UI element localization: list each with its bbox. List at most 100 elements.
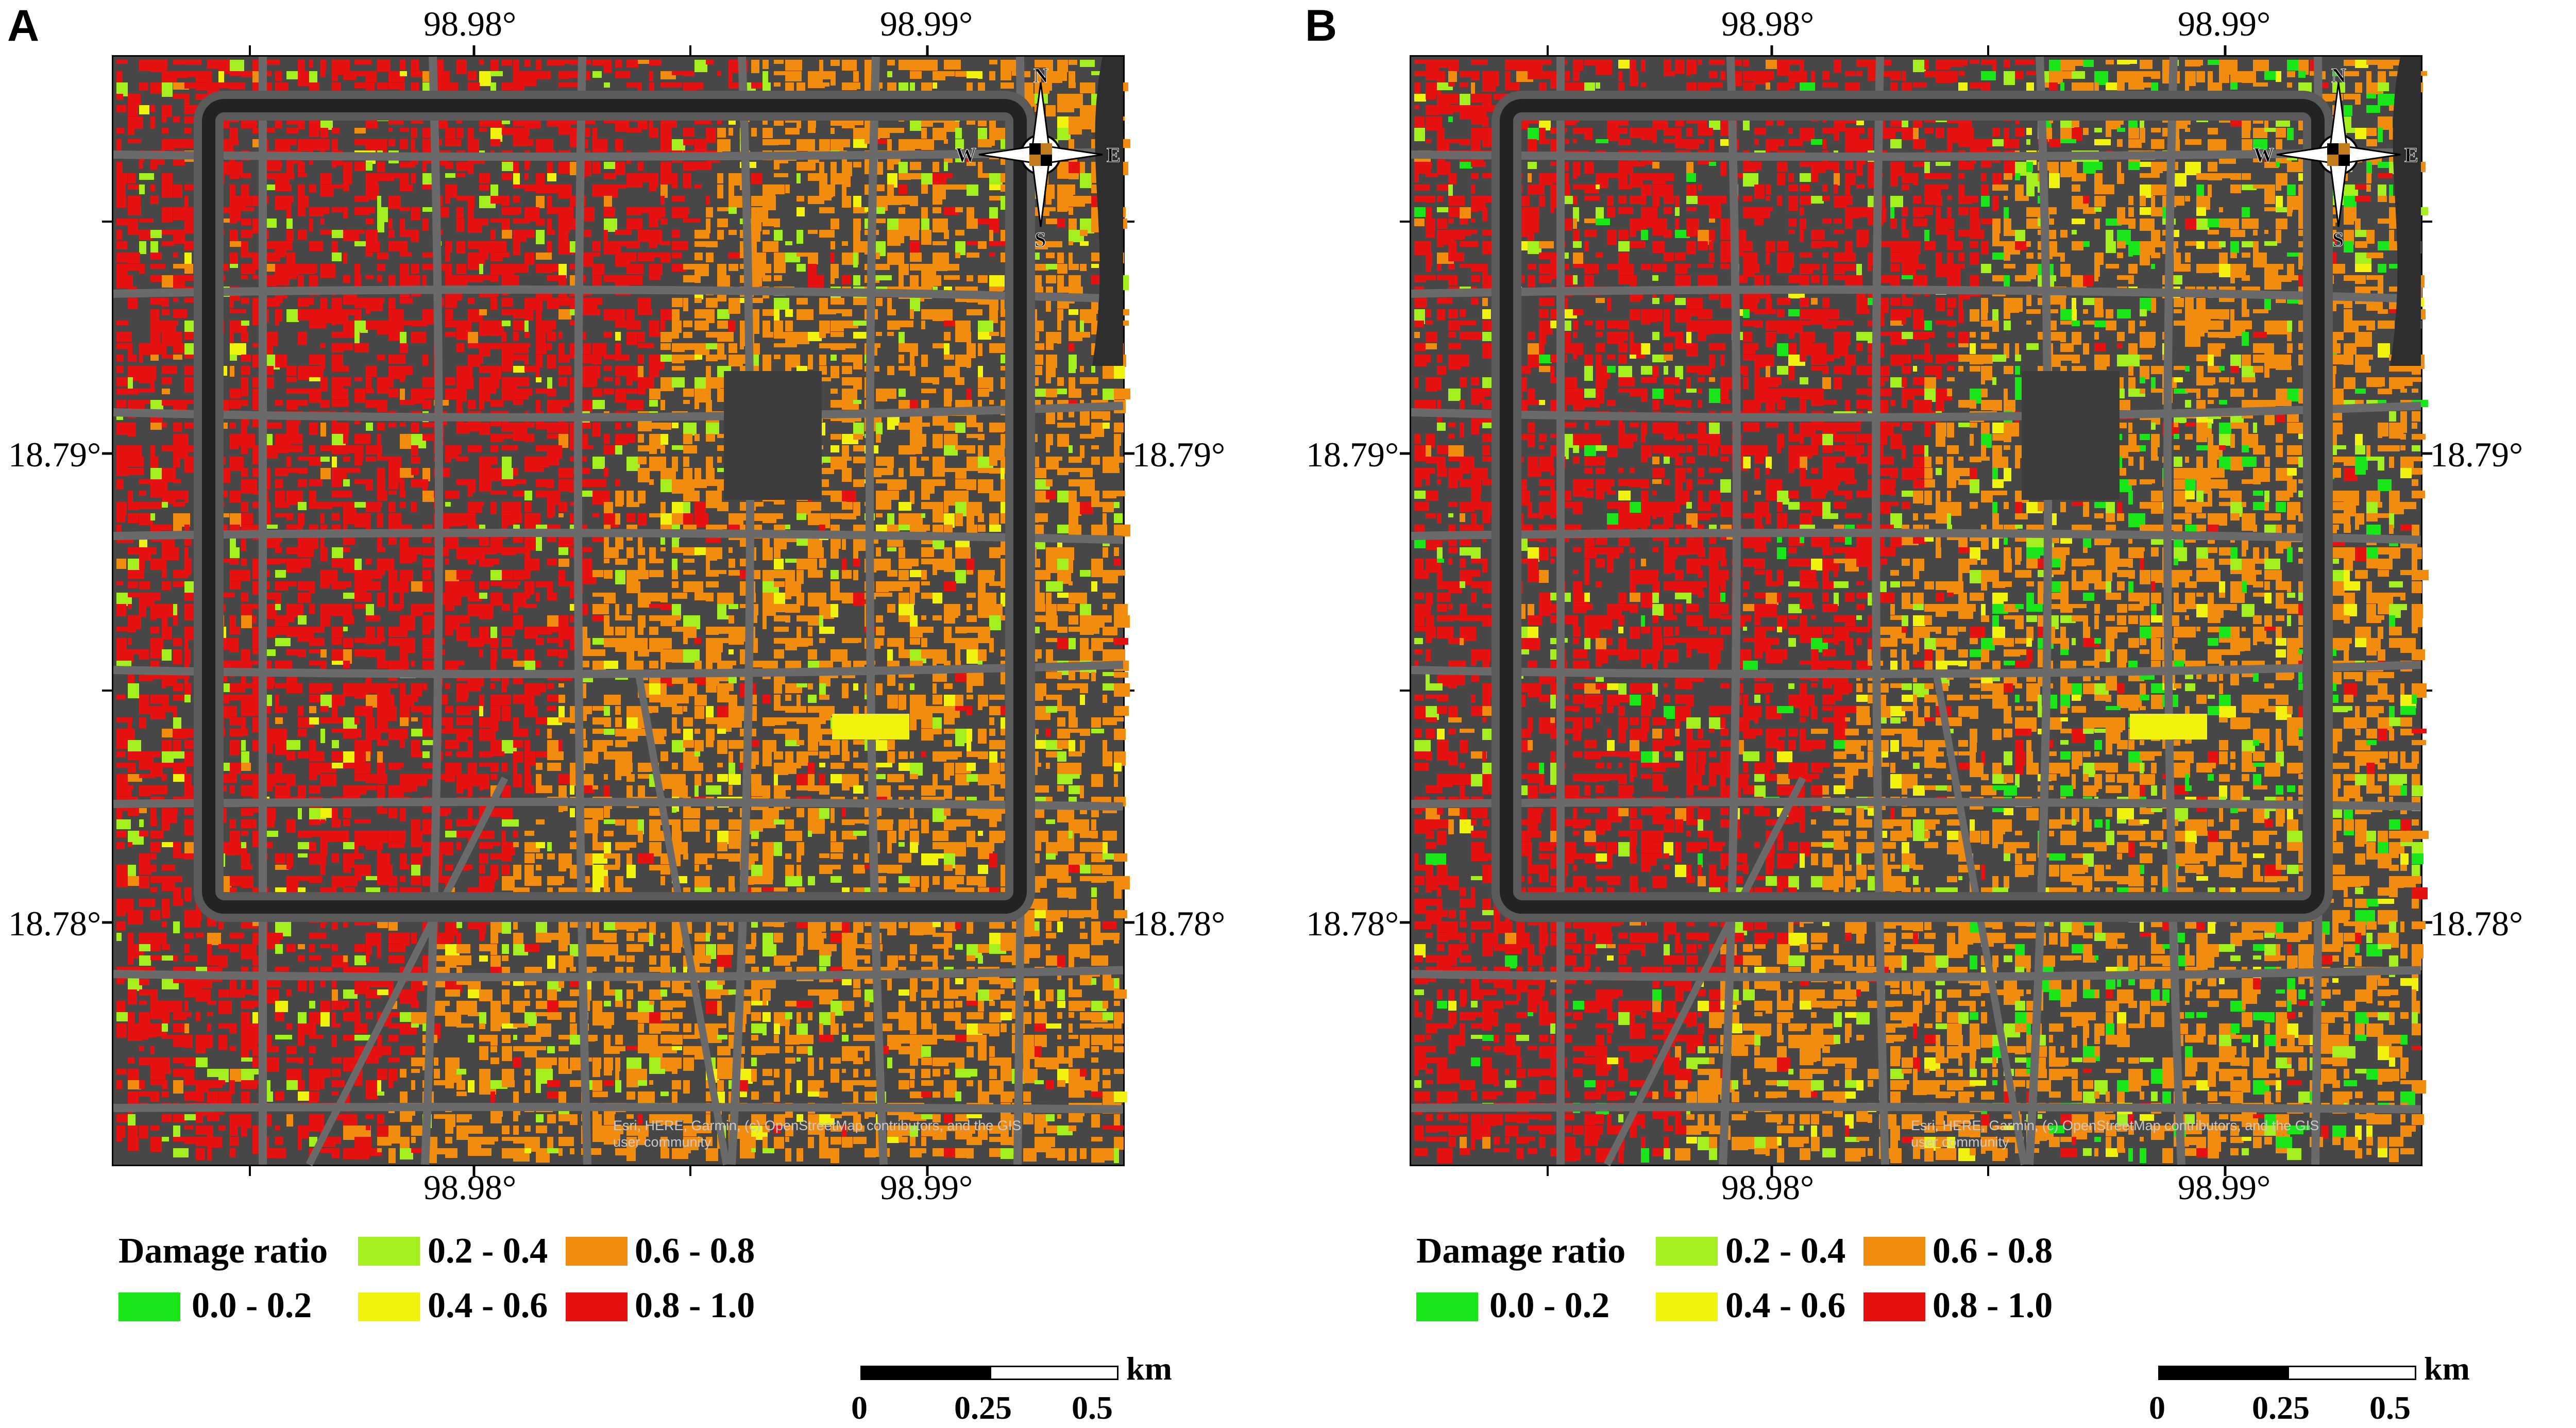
- building: [989, 819, 997, 827]
- building: [139, 876, 149, 888]
- building: [1046, 933, 1056, 938]
- building: [536, 785, 552, 793]
- building: [638, 853, 654, 864]
- building: [808, 649, 817, 660]
- building: [819, 808, 829, 819]
- building: [615, 479, 620, 486]
- building: [366, 615, 380, 621]
- building: [309, 423, 318, 435]
- building: [831, 332, 844, 337]
- building: [570, 445, 577, 450]
- building: [468, 559, 476, 564]
- building: [1080, 933, 1088, 939]
- building: [128, 457, 144, 467]
- building: [819, 785, 829, 795]
- building: [683, 627, 697, 638]
- building: [286, 128, 298, 133]
- building: [400, 853, 407, 865]
- building: [683, 128, 694, 137]
- building: [377, 479, 385, 491]
- building: [796, 706, 806, 713]
- building: [978, 173, 991, 178]
- building: [706, 547, 717, 561]
- building: [989, 570, 995, 575]
- building: [921, 717, 933, 728]
- building: [1035, 842, 1041, 851]
- building: [286, 661, 292, 666]
- building: [853, 355, 862, 369]
- building: [1069, 389, 1081, 398]
- building: [933, 729, 942, 734]
- building: [1103, 740, 1107, 754]
- building: [524, 434, 534, 442]
- building: [819, 729, 833, 734]
- building: [717, 184, 723, 198]
- building: [1046, 264, 1062, 270]
- building: [740, 763, 744, 770]
- building: [842, 502, 853, 510]
- building: [411, 751, 427, 757]
- building: [309, 71, 317, 86]
- building: [672, 729, 681, 733]
- building: [626, 309, 635, 322]
- building: [762, 536, 770, 548]
- building: [377, 139, 387, 152]
- building: [479, 128, 487, 132]
- building: [1035, 808, 1044, 818]
- building: [876, 332, 882, 336]
- building: [456, 343, 464, 352]
- building: [819, 661, 833, 669]
- building: [910, 82, 915, 96]
- building: [796, 162, 810, 171]
- building: [1091, 581, 1097, 592]
- building: [479, 321, 490, 335]
- building: [547, 264, 560, 272]
- building: [660, 468, 676, 481]
- building: [320, 536, 325, 549]
- building: [388, 706, 397, 721]
- building: [899, 479, 907, 490]
- building: [649, 831, 666, 841]
- building: [230, 831, 240, 846]
- building: [592, 638, 605, 645]
- building: [400, 683, 405, 696]
- building: [706, 785, 721, 795]
- building: [967, 389, 972, 400]
- building: [400, 321, 415, 325]
- building: [513, 173, 520, 188]
- building: [468, 887, 479, 893]
- building: [502, 434, 519, 439]
- building: [728, 128, 733, 136]
- building: [388, 173, 404, 178]
- building: [774, 309, 779, 322]
- building: [184, 196, 189, 211]
- building: [683, 400, 690, 404]
- building: [967, 275, 973, 281]
- building: [230, 423, 236, 429]
- building: [604, 60, 612, 73]
- building: [819, 853, 829, 858]
- building: [910, 751, 914, 759]
- building: [955, 184, 971, 190]
- building: [967, 570, 973, 575]
- building: [831, 921, 844, 931]
- building: [933, 468, 945, 477]
- building: [400, 831, 406, 842]
- building: [808, 615, 822, 626]
- building: [513, 525, 520, 530]
- building: [570, 729, 575, 734]
- building: [422, 808, 436, 813]
- building: [989, 457, 997, 466]
- building: [592, 343, 606, 356]
- building: [683, 434, 692, 444]
- building: [547, 751, 564, 760]
- building: [762, 785, 770, 798]
- building: [502, 638, 512, 647]
- building: [831, 355, 837, 361]
- building: [921, 729, 934, 741]
- building: [366, 457, 376, 462]
- building: [547, 230, 555, 235]
- building: [955, 445, 972, 450]
- building: [989, 706, 1001, 715]
- building: [1091, 196, 1097, 208]
